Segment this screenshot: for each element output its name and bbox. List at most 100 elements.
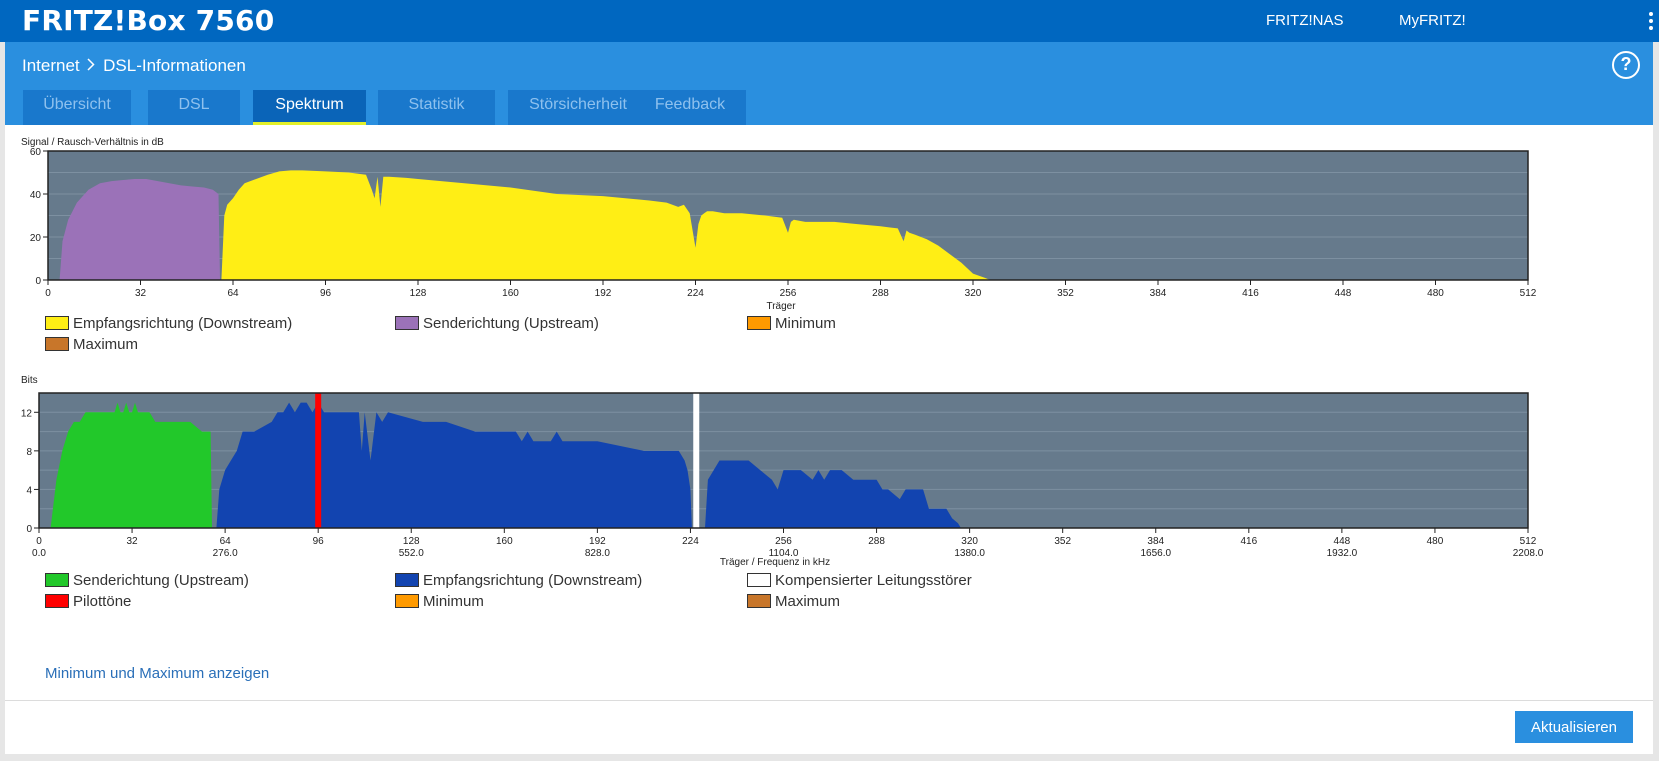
tab-uebersicht[interactable]: Übersicht bbox=[23, 90, 131, 125]
y-tick-label: 0 bbox=[35, 276, 41, 287]
series-3-marker bbox=[315, 393, 322, 528]
breadcrumb: Internet DSL-Informationen bbox=[22, 56, 246, 76]
freq-tick-label: 1932.0 bbox=[1327, 548, 1358, 559]
tab-stoersicherheit[interactable]: Störsicherheit bbox=[508, 90, 648, 125]
freq-tick-label: 1104.0 bbox=[769, 548, 799, 559]
breadcrumb-current: DSL-Informationen bbox=[103, 56, 246, 75]
freq-tick-label: 828.0 bbox=[585, 548, 610, 559]
swatch-bits-kompensiert bbox=[747, 573, 771, 587]
legend-snr-minimum: Minimum bbox=[747, 315, 836, 332]
legend-snr-upstream: Senderichtung (Upstream) bbox=[395, 315, 599, 332]
bits-chart-xlabel: Träger / Frequenz in kHz bbox=[720, 557, 830, 568]
series-2-area bbox=[705, 460, 961, 528]
swatch-bits-pilot bbox=[45, 594, 69, 608]
freq-tick-label: 1656.0 bbox=[1140, 548, 1171, 559]
x-tick-label: 32 bbox=[135, 288, 147, 299]
snr-chart: Signal / Rausch-Verhältnis in dB Träger … bbox=[21, 137, 1537, 312]
x-tick-label: 0 bbox=[36, 536, 42, 547]
top-bar: FRITZ!Box 7560 FRITZ!NAS MyFRITZ! bbox=[0, 0, 1659, 42]
myfritz-link[interactable]: MyFRITZ! bbox=[1399, 12, 1466, 29]
y-tick-label: 20 bbox=[30, 233, 42, 244]
more-menu-icon[interactable] bbox=[1649, 12, 1653, 33]
swatch-snr-minimum bbox=[747, 316, 771, 330]
breadcrumb-parent[interactable]: Internet bbox=[22, 56, 80, 75]
series-4-marker bbox=[693, 393, 700, 528]
legend-bits-maximum: Maximum bbox=[747, 593, 840, 610]
x-tick-label: 160 bbox=[496, 536, 513, 547]
legend-snr-downstream: Empfangsrichtung (Downstream) bbox=[45, 315, 292, 332]
x-tick-label: 288 bbox=[868, 536, 885, 547]
x-tick-label: 256 bbox=[780, 288, 797, 299]
x-tick-label: 480 bbox=[1427, 536, 1444, 547]
legend-bits-downstream: Empfangsrichtung (Downstream) bbox=[395, 572, 642, 589]
refresh-button[interactable]: Aktualisieren bbox=[1515, 711, 1633, 743]
freq-tick-label: 276.0 bbox=[213, 548, 238, 559]
x-tick-label: 480 bbox=[1427, 288, 1444, 299]
freq-tick-label: 1380.0 bbox=[954, 548, 985, 559]
x-tick-label: 0 bbox=[45, 288, 51, 299]
x-tick-label: 96 bbox=[320, 288, 332, 299]
x-tick-label: 384 bbox=[1150, 288, 1167, 299]
snr-chart-xlabel: Träger bbox=[766, 301, 796, 312]
legend-snr-maximum: Maximum bbox=[45, 336, 138, 353]
series-1-area bbox=[221, 170, 991, 280]
y-tick-label: 0 bbox=[26, 524, 32, 535]
x-tick-label: 32 bbox=[127, 536, 139, 547]
series-1-area bbox=[216, 402, 692, 528]
brand-logo: FRITZ!Box 7560 bbox=[22, 4, 275, 37]
help-icon[interactable]: ? bbox=[1612, 51, 1640, 79]
swatch-snr-downstream bbox=[45, 316, 69, 330]
x-tick-label: 352 bbox=[1057, 288, 1074, 299]
legend-bits-pilot: Pilottöne bbox=[45, 593, 131, 610]
chevron-right-icon bbox=[87, 56, 100, 75]
y-tick-label: 12 bbox=[21, 408, 33, 419]
y-tick-label: 60 bbox=[30, 147, 42, 158]
x-tick-label: 512 bbox=[1520, 288, 1537, 299]
x-tick-label: 128 bbox=[410, 288, 427, 299]
y-tick-label: 8 bbox=[26, 447, 32, 458]
x-tick-label: 96 bbox=[313, 536, 325, 547]
swatch-bits-downstream bbox=[395, 573, 419, 587]
main-content: Signal / Rausch-Verhältnis in dB Träger … bbox=[5, 125, 1653, 700]
x-tick-label: 192 bbox=[589, 536, 606, 547]
freq-tick-label: 0.0 bbox=[32, 548, 46, 559]
swatch-snr-upstream bbox=[395, 316, 419, 330]
swatch-bits-upstream bbox=[45, 573, 69, 587]
bits-chart-title: Bits bbox=[21, 375, 38, 386]
tab-feedback[interactable]: Feedback bbox=[634, 90, 746, 125]
x-tick-label: 160 bbox=[502, 288, 519, 299]
tab-statistik[interactable]: Statistik bbox=[378, 90, 495, 125]
x-tick-label: 512 bbox=[1520, 536, 1537, 547]
swatch-bits-maximum bbox=[747, 594, 771, 608]
show-minmax-link[interactable]: Minimum und Maximum anzeigen bbox=[45, 665, 270, 682]
x-tick-label: 256 bbox=[775, 536, 792, 547]
x-tick-label: 448 bbox=[1335, 288, 1352, 299]
footer-bar: Aktualisieren bbox=[5, 700, 1653, 754]
x-tick-label: 416 bbox=[1242, 288, 1259, 299]
bits-chart: Bits Träger / Frequenz in kHz 0481200.03… bbox=[21, 375, 1544, 568]
tab-dsl[interactable]: DSL bbox=[148, 90, 240, 125]
x-tick-label: 64 bbox=[227, 288, 239, 299]
x-tick-label: 128 bbox=[403, 536, 420, 547]
legend-bits-kompensiert: Kompensierter Leitungsstörer bbox=[747, 572, 972, 589]
swatch-snr-maximum bbox=[45, 337, 69, 351]
x-tick-label: 64 bbox=[220, 536, 232, 547]
x-tick-label: 224 bbox=[687, 288, 704, 299]
freq-tick-label: 552.0 bbox=[399, 548, 424, 559]
legend-bits-upstream: Senderichtung (Upstream) bbox=[45, 572, 249, 589]
y-tick-label: 40 bbox=[30, 190, 42, 201]
fritznas-link[interactable]: FRITZ!NAS bbox=[1266, 12, 1344, 29]
tab-spektrum[interactable]: Spektrum bbox=[253, 90, 366, 125]
x-tick-label: 224 bbox=[682, 536, 699, 547]
x-tick-label: 384 bbox=[1147, 536, 1164, 547]
series-0-area bbox=[50, 402, 212, 528]
x-tick-label: 320 bbox=[961, 536, 978, 547]
legend-bits-minimum: Minimum bbox=[395, 593, 484, 610]
x-tick-label: 320 bbox=[965, 288, 982, 299]
swatch-bits-minimum bbox=[395, 594, 419, 608]
freq-tick-label: 2208.0 bbox=[1513, 548, 1544, 559]
series-0-area bbox=[59, 179, 220, 280]
x-tick-label: 288 bbox=[872, 288, 889, 299]
snr-chart-title: Signal / Rausch-Verhältnis in dB bbox=[21, 137, 164, 148]
x-tick-label: 352 bbox=[1054, 536, 1071, 547]
